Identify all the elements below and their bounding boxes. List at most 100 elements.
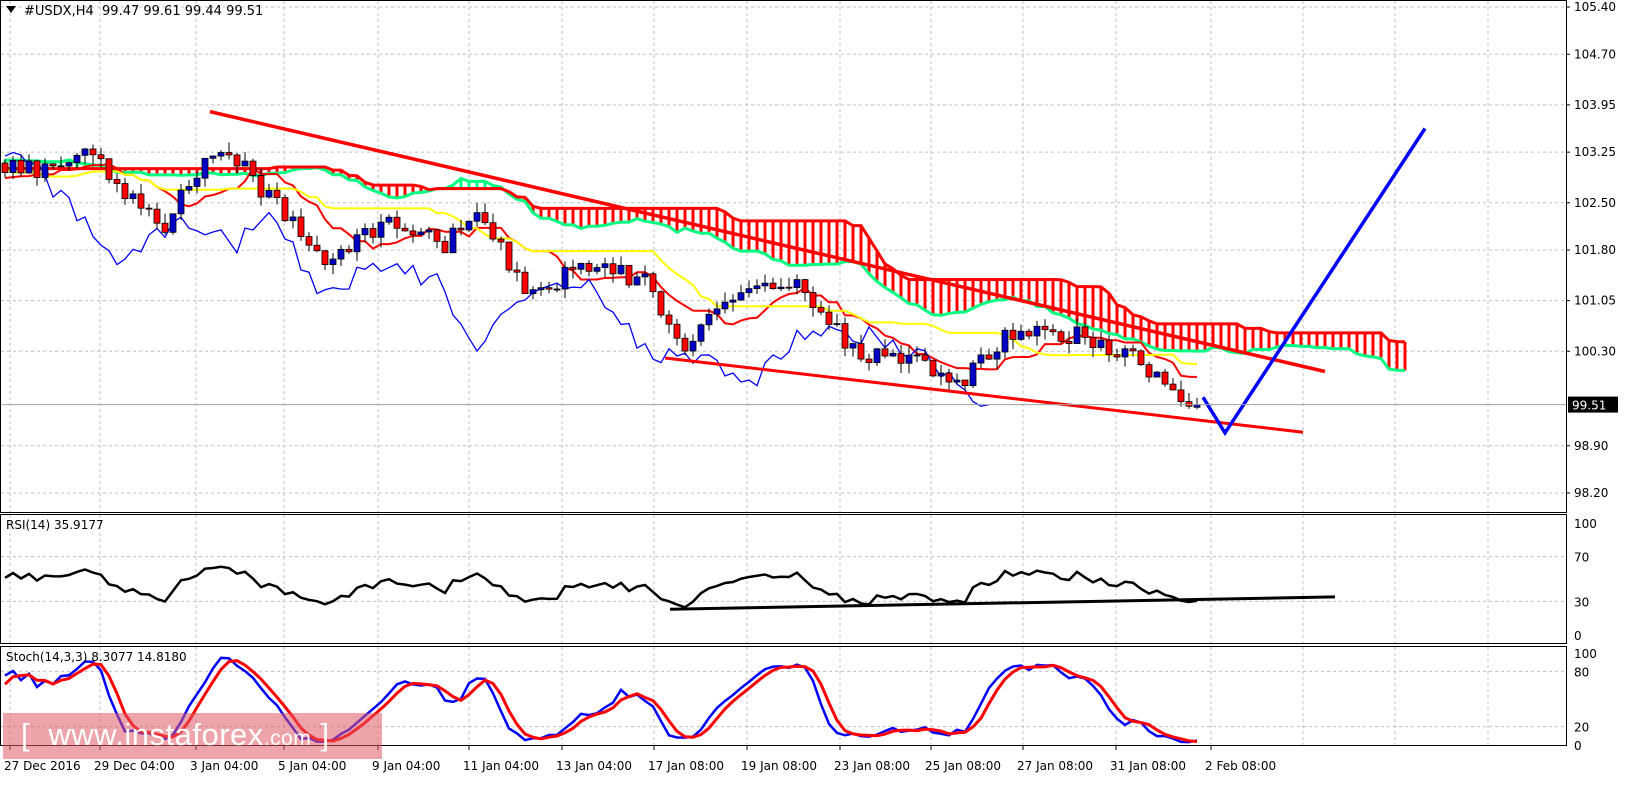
drawn-lines <box>1 109 1566 437</box>
candle <box>745 288 753 294</box>
candle <box>1177 389 1185 403</box>
current-price-box <box>1568 396 1618 413</box>
candle <box>785 286 793 289</box>
candle <box>769 282 777 290</box>
candle <box>929 359 937 377</box>
candle <box>161 222 169 233</box>
candle <box>1153 371 1161 378</box>
time-tick-label: 9 Jan 04:00 <box>372 759 440 773</box>
candle <box>329 258 337 265</box>
candle <box>537 287 545 291</box>
rsi-value: 35.9177 <box>53 518 104 532</box>
stoch-title: Stoch(14,3,3) 8.3077 14.8180 <box>6 650 187 664</box>
candle <box>673 323 681 339</box>
candle <box>321 250 329 265</box>
candle <box>281 197 289 222</box>
candle <box>1001 329 1009 353</box>
candle <box>57 165 65 168</box>
candle <box>409 230 417 236</box>
current-price-label: 99.51 <box>1572 399 1606 413</box>
candle <box>1185 401 1193 407</box>
candle <box>65 162 73 167</box>
candle <box>201 157 209 179</box>
candle <box>113 178 121 184</box>
rsi-trendline <box>669 595 1336 611</box>
watermark-text: [ www.instaforex <box>21 717 264 752</box>
candle <box>857 343 865 360</box>
candle <box>97 154 105 160</box>
candle <box>721 301 729 310</box>
candle <box>513 269 521 273</box>
candle <box>1073 326 1081 344</box>
candle <box>633 276 641 286</box>
stoch-tick-label: 0 <box>1574 739 1582 753</box>
candle <box>425 229 433 233</box>
candle <box>1049 329 1057 333</box>
dropdown-triangle-icon[interactable] <box>6 6 16 13</box>
candle <box>937 372 945 377</box>
candle <box>505 241 513 271</box>
candle <box>121 183 129 200</box>
candle <box>1065 340 1073 344</box>
candle <box>137 193 145 209</box>
candle <box>185 186 193 191</box>
price-tick-label: 98.20 <box>1574 486 1608 500</box>
candle <box>585 262 593 272</box>
trendline-lower <box>664 356 1304 434</box>
candle <box>1009 329 1017 340</box>
candle <box>529 289 537 294</box>
candle <box>905 354 913 364</box>
price-tick-label: 101.80 <box>1574 243 1616 257</box>
candle <box>225 152 233 156</box>
candle <box>1 162 9 173</box>
time-tick-label: 31 Jan 08:00 <box>1110 759 1186 773</box>
price-tick-label: 103.95 <box>1574 98 1616 112</box>
candle <box>545 287 553 290</box>
ichimoku-lines <box>4 151 1198 407</box>
rsi-tick-label: 100 <box>1574 517 1597 531</box>
candle <box>801 279 809 293</box>
tenkan-sen-line <box>4 162 1198 378</box>
candle <box>1025 330 1033 337</box>
candle <box>17 159 25 174</box>
chart-header: #USDX,H4 99.47 99.61 99.44 99.51 <box>6 4 263 19</box>
candle <box>49 163 57 167</box>
symbol-label: #USDX,H4 <box>24 4 94 19</box>
candle <box>1169 383 1177 391</box>
rsi-name: RSI(14) <box>6 518 51 532</box>
time-tick-label: 11 Jan 04:00 <box>463 759 539 773</box>
candle <box>1057 331 1065 342</box>
watermark-logo: [ www.instaforex.com ] <box>3 713 382 759</box>
candle <box>913 354 921 357</box>
panel-frame <box>0 646 1567 746</box>
stoch-main-line <box>4 656 1198 744</box>
candle <box>705 313 713 326</box>
time-tick-label: 27 Jan 08:00 <box>1017 759 1093 773</box>
price-tick-label: 98.90 <box>1574 439 1608 453</box>
candle <box>577 262 585 270</box>
candle <box>1121 348 1129 358</box>
candle <box>441 240 449 254</box>
stoch-values: 8.3077 14.8180 <box>91 650 187 664</box>
candle <box>649 273 657 293</box>
candle <box>73 154 81 164</box>
time-tick-label: 27 Dec 2016 <box>4 759 81 773</box>
rsi-tick-label: 0 <box>1574 629 1582 643</box>
candle <box>89 148 97 156</box>
candle <box>1161 371 1169 385</box>
candle <box>249 160 257 176</box>
candle <box>793 279 801 288</box>
candle <box>353 234 361 253</box>
candle <box>41 163 49 178</box>
candle <box>1097 339 1105 349</box>
candle <box>417 231 425 236</box>
candle <box>497 238 505 243</box>
candle <box>553 288 561 291</box>
stoch-panel <box>3 656 1198 744</box>
candle <box>681 337 689 352</box>
senkou-span-b-line <box>5 165 1406 344</box>
ichimoku-cloud <box>3 158 1407 372</box>
candle <box>921 354 929 361</box>
candle <box>697 324 705 342</box>
